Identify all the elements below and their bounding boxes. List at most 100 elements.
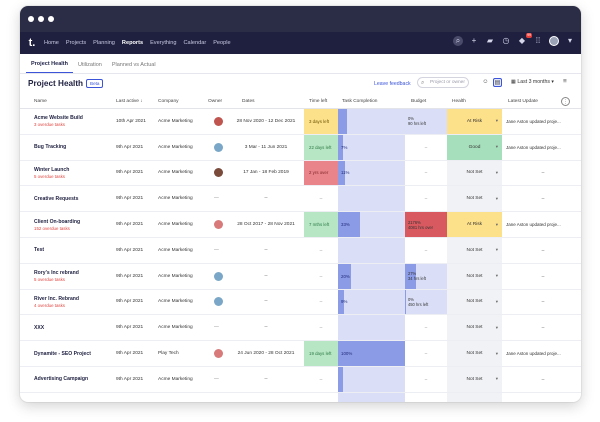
nav-item-everything[interactable]: Everything (150, 40, 177, 46)
owner-avatar[interactable] (214, 297, 223, 307)
column-header-task-completion[interactable]: Task Completion (342, 99, 378, 104)
project-name[interactable]: XXX (34, 324, 45, 331)
owner-avatar[interactable] (214, 349, 223, 359)
table-row[interactable]: Advertising Campaign 9th Apr 2021 Acme M… (20, 366, 581, 393)
period-select[interactable]: ▦ Last 3 months ▾ (511, 79, 554, 85)
overdue-tasks-label[interactable]: 5 overdue tasks (34, 173, 65, 179)
nav-item-home[interactable]: Home (44, 40, 59, 46)
health-select[interactable]: At Risk ▾ (447, 212, 502, 237)
table-row[interactable]: Bug Tracking 9th Apr 2021 Acme Marketing… (20, 134, 581, 161)
latest-update-cell[interactable]: Jane Aston updated proje... (506, 109, 580, 134)
chevron-down-icon[interactable]: ▾ (567, 36, 572, 45)
project-name[interactable]: Acme Website Build (34, 115, 83, 122)
owner-avatar[interactable] (214, 168, 223, 178)
clock-icon[interactable]: ◷ (502, 36, 510, 45)
project-name-cell[interactable]: Advertising Campaign (34, 367, 114, 392)
column-header-health[interactable]: Health (452, 99, 466, 104)
health-select[interactable]: Not Set ▾ (447, 392, 502, 402)
search-input[interactable]: ⌕ Project or owner (417, 77, 469, 88)
owner-avatar[interactable] (214, 116, 223, 126)
project-name-cell[interactable]: Test (34, 238, 114, 263)
health-select[interactable]: At Risk ▾ (447, 109, 502, 134)
latest-update-cell[interactable]: Jane Aston updated proje... (506, 341, 580, 366)
table-row[interactable]: New Test 9th Apr 2021 Acme Marketing — -… (20, 392, 581, 402)
project-name-cell[interactable]: New Test (34, 393, 114, 402)
health-select[interactable]: Not Set ▾ (447, 341, 502, 366)
project-name-cell[interactable]: Dynamite - SEO Project (34, 341, 114, 366)
health-select[interactable]: Not Set ▾ (447, 186, 502, 212)
project-view-icon[interactable]: ▤ (493, 78, 502, 87)
bell-icon[interactable]: ◆ 99 (518, 33, 532, 45)
health-select[interactable]: Not Set ▾ (447, 289, 502, 315)
project-name-cell[interactable]: River Inc. Rebrand 4 overdue tasks (34, 290, 114, 315)
plus-icon[interactable]: + (471, 36, 477, 45)
project-name[interactable]: Creative Requests (34, 195, 79, 202)
project-name[interactable]: River Inc. Rebrand (34, 295, 80, 302)
nav-item-people[interactable]: People (213, 40, 231, 46)
table-row[interactable]: Creative Requests 9th Apr 2021 Acme Mark… (20, 186, 581, 213)
tab-utilization[interactable]: Utilization (77, 62, 102, 68)
latest-update-cell[interactable]: -- (506, 264, 580, 289)
user-avatar[interactable] (549, 36, 559, 46)
nav-item-planning[interactable]: Planning (93, 40, 115, 46)
project-name-cell[interactable]: XXX (34, 315, 114, 340)
column-header-budget[interactable]: Budget (411, 99, 427, 104)
folder-icon[interactable]: ▰ (486, 36, 494, 45)
table-row[interactable]: Dynamite - SEO Project 9th Apr 2021 Play… (20, 341, 581, 367)
window-dot-icon[interactable] (28, 16, 34, 22)
project-name-cell[interactable]: Rory's Inc rebrand 5 overdue tasks (34, 264, 114, 289)
column-header-time-left[interactable]: Time left (309, 99, 328, 104)
project-name-cell[interactable]: Bug Tracking (34, 135, 114, 160)
health-select[interactable]: Good ▾ (447, 134, 502, 160)
table-row[interactable]: Winter Launch 5 overdue tasks 9th Apr 20… (20, 160, 581, 187)
latest-update-cell[interactable]: Jane Aston updated proje... (506, 212, 580, 237)
nav-item-projects[interactable]: Projects (65, 40, 87, 46)
filter-icon[interactable]: ≡ (563, 78, 567, 85)
column-header-owner[interactable]: Owner (208, 99, 223, 104)
table-row[interactable]: Client On-boarding 152 overdue tasks 9th… (20, 212, 581, 238)
column-header-company[interactable]: Company (158, 99, 179, 104)
latest-update-cell[interactable]: -- (506, 367, 580, 392)
table-row[interactable]: Test 9th Apr 2021 Acme Marketing — -- --… (20, 237, 581, 264)
nav-item-calendar[interactable]: Calendar (183, 40, 207, 46)
apps-grid-icon[interactable]: ⁞⁞ (535, 36, 541, 45)
owner-avatar[interactable] (214, 271, 223, 281)
table-row[interactable]: XXX 9th Apr 2021 Acme Marketing — -- -- … (20, 315, 581, 342)
column-header-name[interactable]: Name (34, 99, 47, 104)
latest-update-cell[interactable]: -- (506, 290, 580, 315)
project-name-cell[interactable]: Client On-boarding 152 overdue tasks (34, 212, 114, 237)
latest-update-cell[interactable]: -- (506, 186, 580, 211)
project-name-cell[interactable]: Acme Website Build 3 overdue tasks (34, 109, 114, 134)
tab-project-health[interactable]: Project Health (26, 61, 73, 73)
project-name[interactable]: Test (34, 247, 45, 254)
table-row[interactable]: River Inc. Rebrand 4 overdue tasks 9th A… (20, 289, 581, 316)
health-select[interactable]: Not Set ▾ (447, 237, 502, 263)
app-logo[interactable]: t. (28, 37, 36, 49)
latest-update-cell[interactable]: -- (506, 315, 580, 340)
project-name[interactable]: Bug Tracking (34, 144, 67, 151)
project-name[interactable]: Winter Launch (34, 166, 70, 173)
column-header-dates[interactable]: Dates (242, 99, 255, 104)
overdue-tasks-label[interactable]: 152 overdue tasks (34, 225, 70, 231)
project-name[interactable]: Advertising Campaign (34, 376, 89, 383)
project-name-cell[interactable]: Creative Requests (34, 186, 114, 211)
latest-update-cell[interactable]: Jane Aston updated proje... (506, 135, 580, 160)
owner-avatar[interactable] (214, 142, 223, 152)
overdue-tasks-label[interactable]: 3 overdue tasks (34, 122, 65, 128)
health-select[interactable]: Not Set ▾ (447, 263, 502, 289)
person-view-icon[interactable]: ☺ (482, 79, 489, 85)
project-name-cell[interactable]: Winter Launch 5 overdue tasks (34, 161, 114, 186)
project-name[interactable]: Client On-boarding (34, 218, 81, 225)
overdue-tasks-label[interactable]: 4 overdue tasks (34, 302, 65, 308)
window-dot-icon[interactable] (48, 16, 54, 22)
nav-item-reports[interactable]: Reports (121, 40, 144, 46)
leave-feedback-link[interactable]: Leave feedback (374, 81, 411, 87)
table-row[interactable]: Acme Website Build 3 overdue tasks 10th … (20, 109, 581, 135)
health-select[interactable]: Not Set ▾ (447, 315, 502, 341)
window-dot-icon[interactable] (38, 16, 44, 22)
owner-avatar[interactable] (214, 220, 223, 230)
latest-update-cell[interactable]: -- (506, 238, 580, 263)
project-name[interactable]: Dynamite - SEO Project (34, 350, 91, 357)
column-settings-icon[interactable]: ⋮ (561, 97, 570, 106)
table-row[interactable]: Rory's Inc rebrand 5 overdue tasks 9th A… (20, 263, 581, 290)
